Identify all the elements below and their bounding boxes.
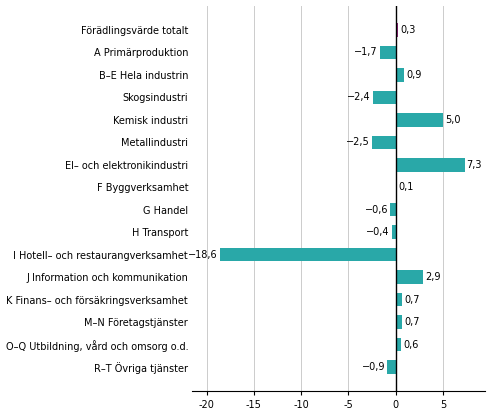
- Bar: [392, 225, 396, 239]
- Text: 0,3: 0,3: [400, 25, 416, 35]
- Text: 0,9: 0,9: [406, 70, 421, 80]
- Bar: [220, 248, 396, 261]
- Text: −2,4: −2,4: [348, 92, 371, 102]
- Bar: [372, 136, 396, 149]
- Bar: [396, 23, 399, 37]
- Text: 0,7: 0,7: [404, 295, 420, 305]
- Bar: [396, 315, 402, 329]
- Text: 5,0: 5,0: [445, 115, 460, 125]
- Text: 2,9: 2,9: [425, 272, 440, 282]
- Bar: [396, 158, 464, 171]
- Bar: [396, 293, 402, 307]
- Bar: [380, 46, 396, 59]
- Text: −1,7: −1,7: [354, 47, 378, 57]
- Bar: [396, 113, 443, 126]
- Bar: [396, 270, 423, 284]
- Text: −18,6: −18,6: [188, 250, 218, 260]
- Bar: [396, 338, 401, 352]
- Bar: [396, 68, 404, 82]
- Bar: [387, 360, 396, 374]
- Bar: [396, 181, 397, 194]
- Text: 0,7: 0,7: [404, 317, 420, 327]
- Bar: [390, 203, 396, 216]
- Text: −0,4: −0,4: [366, 227, 390, 237]
- Bar: [373, 91, 396, 104]
- Text: −0,9: −0,9: [362, 362, 385, 372]
- Text: −2,5: −2,5: [346, 137, 370, 147]
- Text: −0,6: −0,6: [364, 205, 388, 215]
- Text: 0,6: 0,6: [403, 339, 418, 349]
- Text: 0,1: 0,1: [399, 182, 414, 192]
- Text: 7,3: 7,3: [466, 160, 482, 170]
